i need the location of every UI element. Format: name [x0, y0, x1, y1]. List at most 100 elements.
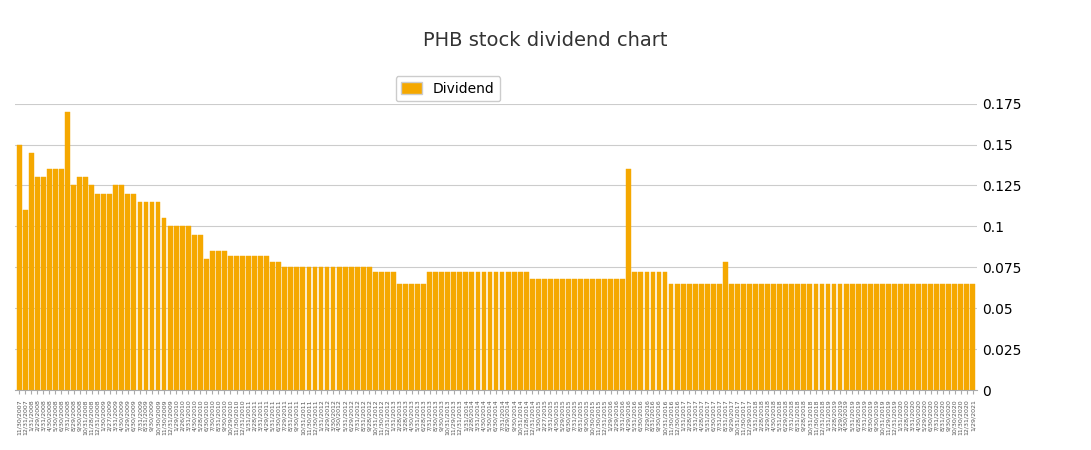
Bar: [228, 256, 232, 390]
Bar: [312, 267, 317, 390]
Bar: [952, 284, 957, 390]
Bar: [156, 202, 160, 390]
Bar: [657, 272, 661, 390]
Bar: [536, 279, 541, 390]
Bar: [843, 284, 849, 390]
Bar: [433, 272, 439, 390]
Bar: [95, 194, 100, 390]
Bar: [223, 251, 227, 390]
Text: PHB stock dividend chart: PHB stock dividend chart: [423, 32, 668, 50]
Bar: [240, 256, 245, 390]
Bar: [319, 267, 323, 390]
Bar: [802, 284, 806, 390]
Bar: [542, 279, 547, 390]
Bar: [77, 177, 82, 390]
Bar: [916, 284, 921, 390]
Bar: [373, 272, 377, 390]
Bar: [481, 272, 487, 390]
Bar: [669, 284, 673, 390]
Bar: [264, 256, 269, 390]
Bar: [476, 272, 480, 390]
Bar: [247, 256, 251, 390]
Bar: [137, 202, 142, 390]
Bar: [343, 267, 348, 390]
Bar: [928, 284, 933, 390]
Bar: [662, 272, 668, 390]
Bar: [621, 279, 625, 390]
Bar: [53, 169, 58, 390]
Bar: [964, 284, 969, 390]
Bar: [132, 194, 136, 390]
Bar: [216, 251, 220, 390]
Bar: [180, 226, 184, 390]
Bar: [723, 262, 728, 390]
Bar: [922, 284, 927, 390]
Bar: [300, 267, 305, 390]
Bar: [41, 177, 46, 390]
Bar: [28, 153, 34, 390]
Bar: [771, 284, 776, 390]
Bar: [705, 284, 710, 390]
Bar: [741, 284, 746, 390]
Bar: [880, 284, 885, 390]
Bar: [409, 284, 413, 390]
Bar: [367, 267, 372, 390]
Bar: [584, 279, 589, 390]
Bar: [59, 169, 64, 390]
Bar: [554, 279, 559, 390]
Bar: [971, 284, 975, 390]
Bar: [946, 284, 951, 390]
Bar: [101, 194, 106, 390]
Bar: [35, 177, 39, 390]
Bar: [717, 284, 722, 390]
Bar: [403, 284, 408, 390]
Bar: [204, 259, 208, 390]
Bar: [197, 234, 203, 390]
Bar: [307, 267, 311, 390]
Bar: [578, 279, 583, 390]
Bar: [416, 284, 420, 390]
Bar: [524, 272, 529, 390]
Bar: [826, 284, 830, 390]
Bar: [819, 284, 825, 390]
Bar: [47, 169, 51, 390]
Bar: [650, 272, 656, 390]
Bar: [904, 284, 909, 390]
Bar: [283, 267, 287, 390]
Bar: [252, 256, 257, 390]
Bar: [795, 284, 800, 390]
Bar: [765, 284, 770, 390]
Bar: [65, 112, 70, 390]
Bar: [144, 202, 148, 390]
Bar: [185, 226, 191, 390]
Bar: [862, 284, 866, 390]
Bar: [119, 185, 124, 390]
Bar: [469, 272, 475, 390]
Bar: [23, 210, 27, 390]
Bar: [674, 284, 680, 390]
Bar: [445, 272, 451, 390]
Bar: [295, 267, 299, 390]
Bar: [686, 284, 692, 390]
Bar: [107, 194, 112, 390]
Bar: [638, 272, 644, 390]
Bar: [633, 272, 637, 390]
Bar: [874, 284, 878, 390]
Bar: [711, 284, 716, 390]
Bar: [590, 279, 595, 390]
Bar: [168, 226, 172, 390]
Bar: [566, 279, 571, 390]
Bar: [173, 226, 179, 390]
Bar: [759, 284, 764, 390]
Bar: [16, 144, 22, 390]
Bar: [934, 284, 939, 390]
Bar: [385, 272, 389, 390]
Bar: [192, 234, 196, 390]
Bar: [457, 272, 463, 390]
Bar: [735, 284, 740, 390]
Bar: [428, 272, 432, 390]
Bar: [940, 284, 945, 390]
Bar: [777, 284, 782, 390]
Bar: [89, 185, 94, 390]
Bar: [113, 185, 118, 390]
